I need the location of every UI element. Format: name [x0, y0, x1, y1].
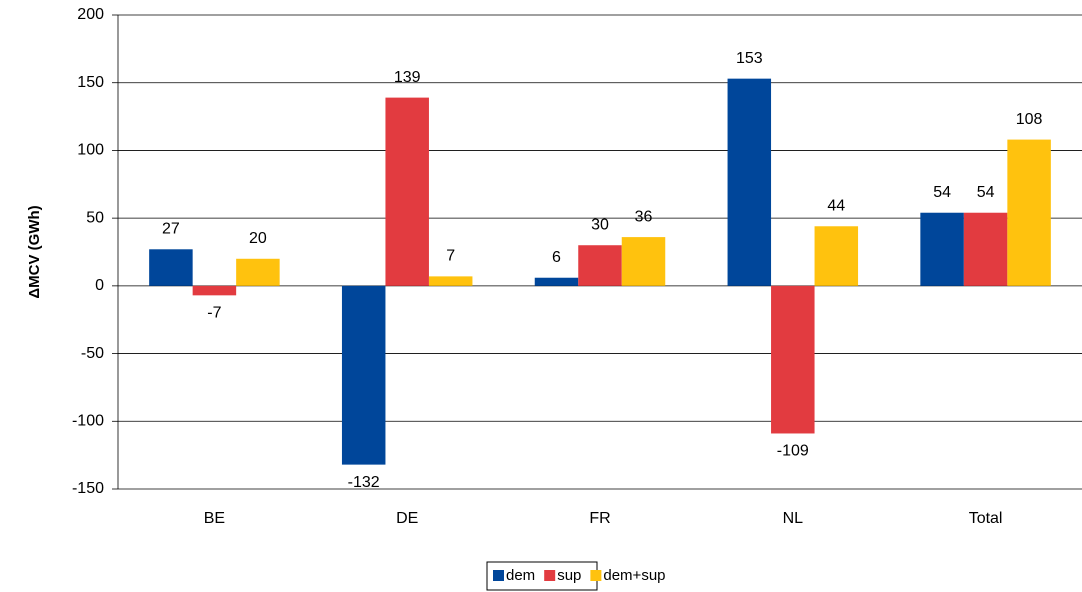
value-label: 54 — [977, 184, 995, 201]
bar — [963, 212, 1008, 286]
value-label: -132 — [348, 474, 380, 491]
y-tick-label: 50 — [86, 209, 104, 226]
bar — [149, 249, 193, 286]
y-tick-label: -50 — [81, 345, 104, 362]
value-label: 44 — [827, 197, 845, 214]
value-label: 27 — [162, 221, 180, 238]
value-label: 153 — [736, 50, 763, 67]
legend-swatch — [493, 570, 504, 581]
bar — [771, 285, 815, 434]
bar — [534, 277, 579, 286]
value-label: 108 — [1016, 111, 1043, 128]
bar — [428, 276, 473, 286]
value-label: 20 — [249, 230, 267, 247]
bar — [1007, 139, 1051, 286]
value-label: 7 — [446, 248, 455, 265]
x-tick-label: NL — [783, 510, 804, 527]
x-tick-label: DE — [396, 510, 418, 527]
y-tick-label: 100 — [77, 142, 104, 159]
x-tick-label: FR — [589, 510, 610, 527]
bar — [236, 258, 280, 286]
bar — [578, 245, 622, 286]
legend-swatch — [590, 570, 602, 581]
x-tick-label: Total — [969, 510, 1003, 527]
value-label: 139 — [394, 69, 421, 86]
y-tick-label: 0 — [95, 277, 104, 294]
value-label: 54 — [933, 184, 951, 201]
legend-label: dem — [506, 567, 535, 584]
value-label: 6 — [552, 249, 561, 266]
bar — [621, 237, 666, 286]
bar — [727, 78, 772, 286]
bar — [385, 97, 429, 286]
y-tick-label: -150 — [72, 480, 104, 497]
value-label: 36 — [635, 208, 653, 225]
bar — [192, 285, 237, 296]
y-axis-label: ΔMCV (GWh) — [26, 205, 43, 298]
bar — [341, 285, 386, 465]
y-tick-label: -100 — [72, 413, 104, 430]
bar — [814, 226, 859, 286]
x-tick-label: BE — [204, 510, 225, 527]
y-tick-label: 200 — [77, 6, 104, 23]
value-label: -109 — [777, 443, 809, 460]
legend-label: dem+sup — [603, 567, 665, 584]
legend-label: sup — [557, 567, 581, 584]
legend-swatch — [544, 570, 556, 581]
bar — [920, 212, 964, 286]
value-label: 30 — [591, 216, 609, 233]
value-label: -7 — [207, 305, 221, 322]
y-tick-label: 150 — [77, 74, 104, 91]
